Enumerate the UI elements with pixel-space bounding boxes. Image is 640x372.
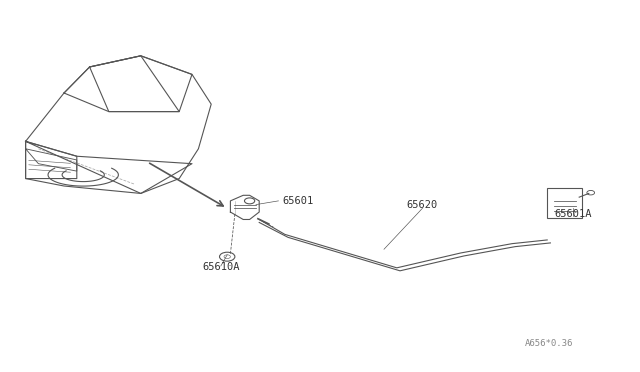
Text: 65610A: 65610A xyxy=(202,262,239,272)
FancyBboxPatch shape xyxy=(547,188,582,218)
Text: 65601A: 65601A xyxy=(554,209,591,219)
Text: 65620: 65620 xyxy=(407,200,438,210)
Text: A656*0.36: A656*0.36 xyxy=(524,339,573,348)
Text: 65601: 65601 xyxy=(282,196,313,206)
